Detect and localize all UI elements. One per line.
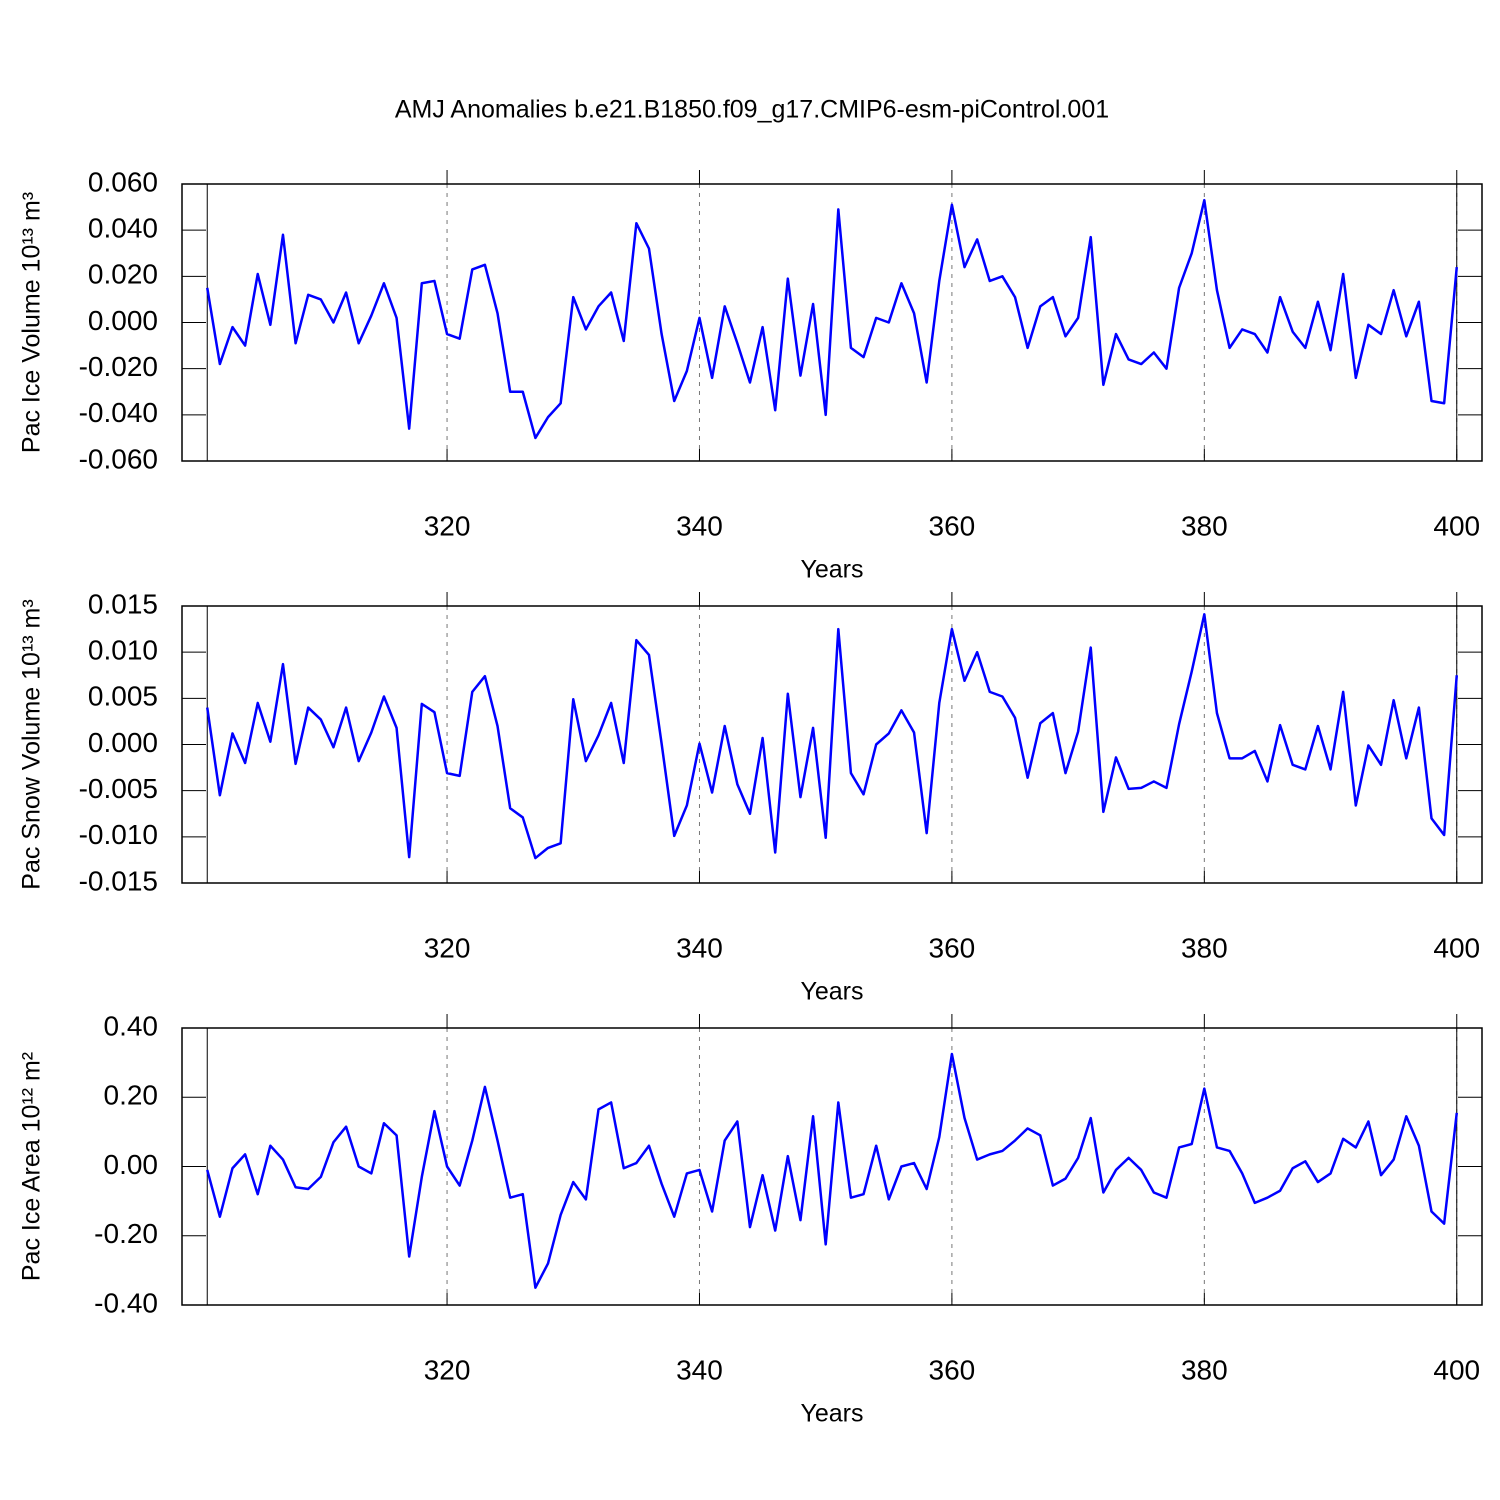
y-tick-label: 0.005	[88, 681, 158, 712]
x-tick-label: 380	[1181, 510, 1228, 541]
data-line	[206, 198, 1459, 440]
y-tick-label: -0.040	[79, 397, 158, 428]
x-tick-label: 400	[1433, 932, 1480, 963]
data-line	[206, 613, 1459, 860]
y-axis-label: Pac Snow Volume 10¹³ m³	[18, 599, 46, 889]
y-tick-label: 0.015	[88, 588, 158, 619]
y-axis-label: Pac Ice Volume 10¹³ m³	[18, 192, 46, 453]
x-tick-label: 380	[1181, 932, 1228, 963]
y-axis-label: Pac Ice Area 10¹² m²	[18, 1052, 46, 1281]
plot-frame	[181, 183, 1483, 462]
x-tick-label: 360	[929, 510, 976, 541]
x-tick-label: 400	[1433, 510, 1480, 541]
y-tick-label: 0.20	[104, 1080, 159, 1111]
figure-title: AMJ Anomalies b.e21.B1850.f09_g17.CMIP6-…	[395, 96, 1109, 124]
x-axis-label: Years	[800, 1400, 863, 1428]
y-tick-label: -0.40	[94, 1287, 158, 1318]
x-tick-label: 360	[929, 1354, 976, 1385]
y-tick-label: 0.40	[104, 1010, 159, 1041]
y-tick-label: -0.20	[94, 1218, 158, 1249]
plot-frame	[181, 1027, 1483, 1306]
y-tick-label: -0.005	[79, 773, 158, 804]
x-tick-label: 320	[424, 932, 471, 963]
y-tick-label: 0.040	[88, 213, 158, 244]
y-tick-label: -0.015	[79, 865, 158, 896]
x-axis-label: Years	[800, 978, 863, 1006]
x-tick-label: 320	[424, 1354, 471, 1385]
y-tick-label: -0.010	[79, 819, 158, 850]
x-tick-label: 320	[424, 510, 471, 541]
y-tick-label: -0.020	[79, 351, 158, 382]
x-tick-label: 340	[676, 1354, 723, 1385]
y-tick-label: 0.00	[104, 1149, 159, 1180]
x-tick-label: 340	[676, 510, 723, 541]
y-tick-label: -0.060	[79, 443, 158, 474]
x-tick-label: 380	[1181, 1354, 1228, 1385]
y-tick-label: 0.020	[88, 259, 158, 290]
x-tick-label: 360	[929, 932, 976, 963]
y-tick-label: 0.010	[88, 635, 158, 666]
y-tick-label: 0.000	[88, 727, 158, 758]
y-tick-label: 0.060	[88, 166, 158, 197]
x-axis-label: Years	[800, 556, 863, 584]
y-tick-label: 0.000	[88, 305, 158, 336]
data-line	[206, 1052, 1459, 1289]
plot-frame	[181, 605, 1483, 884]
x-tick-label: 400	[1433, 1354, 1480, 1385]
x-tick-label: 340	[676, 932, 723, 963]
